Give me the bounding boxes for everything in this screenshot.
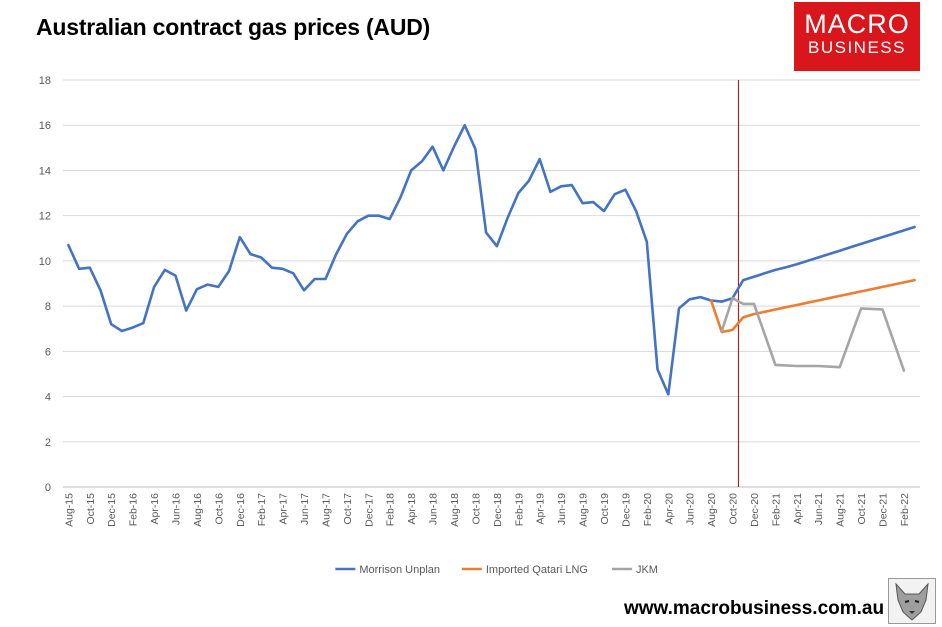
series-line-imported-qatari-lng	[709, 278, 916, 334]
series-line-morrison-unplan	[67, 123, 916, 396]
x-tick-label: Apr-21	[792, 493, 804, 525]
x-tick-label: Jun-20	[685, 493, 697, 525]
x-tick-label: Aug-20	[706, 493, 718, 527]
y-tick-label: 16	[39, 120, 51, 132]
y-tick-label: 2	[45, 437, 51, 449]
x-tick-label: Apr-18	[406, 493, 418, 525]
macrobusiness-logo: MACRO BUSINESS	[794, 2, 920, 71]
logo-line1: MACRO	[804, 9, 910, 39]
x-tick-label: Oct-18	[470, 493, 482, 525]
x-tick-label: Dec-21	[878, 493, 890, 527]
x-tick-label: Aug-18	[449, 493, 461, 527]
wolf-emblem-icon	[888, 578, 936, 624]
x-tick-label: Feb-22	[899, 493, 911, 526]
x-tick-label: Apr-17	[278, 493, 290, 525]
x-tick-label: Aug-21	[835, 493, 847, 527]
x-tick-label: Oct-16	[213, 493, 225, 525]
y-tick-label: 12	[39, 211, 51, 223]
x-tick-label: Apr-16	[149, 493, 161, 525]
logo-line2: BUSINESS	[808, 38, 906, 57]
y-tick-label: 10	[39, 256, 51, 268]
x-tick-label: Oct-21	[856, 493, 868, 525]
x-tick-label: Feb-18	[385, 493, 397, 526]
x-tick-label: Feb-17	[256, 493, 268, 526]
x-tick-label: Feb-16	[128, 493, 140, 526]
x-tick-label: Jun-16	[170, 493, 182, 525]
y-tick-label: 6	[45, 346, 51, 358]
x-tick-label: Jun-17	[299, 493, 311, 525]
series-line-jkm	[720, 296, 906, 372]
x-tick-label: Dec-18	[492, 493, 504, 527]
x-tick-label: Aug-15	[63, 493, 75, 527]
y-tick-label: 4	[45, 392, 51, 404]
x-tick-label: Oct-15	[85, 493, 97, 525]
x-tick-label: Aug-17	[320, 493, 332, 527]
y-tick-label: 8	[45, 301, 51, 313]
x-tick-label: Oct-19	[599, 493, 611, 525]
y-tick-label: 0	[45, 482, 51, 494]
x-tick-label: Feb-21	[770, 493, 782, 526]
chart-title: Australian contract gas prices (AUD)	[36, 14, 431, 40]
x-tick-label: Jun-18	[428, 493, 440, 525]
x-tick-label: Oct-20	[728, 493, 740, 525]
y-tick-label: 14	[39, 165, 51, 177]
y-tick-label: 18	[39, 75, 51, 87]
x-tick-label: Aug-16	[192, 493, 204, 527]
legend-label: Morrison Unplan	[359, 564, 440, 576]
x-tick-label: Oct-17	[342, 493, 354, 525]
x-tick-label: Dec-20	[749, 493, 761, 527]
x-tick-label: Apr-19	[535, 493, 547, 525]
x-tick-label: Aug-19	[578, 493, 590, 527]
x-tick-label: Dec-15	[106, 493, 118, 527]
x-tick-label: Jun-21	[813, 493, 825, 525]
x-tick-label: Dec-19	[620, 493, 632, 527]
x-tick-label: Feb-20	[642, 493, 654, 526]
x-tick-label: Dec-16	[235, 493, 247, 527]
legend-label: JKM	[636, 564, 658, 576]
x-tick-label: Apr-20	[663, 493, 675, 525]
legend-label: Imported Qatari LNG	[486, 564, 588, 576]
x-tick-label: Feb-19	[513, 493, 525, 526]
x-tick-label: Dec-17	[363, 493, 375, 527]
footer-url: www.macrobusiness.com.au	[624, 598, 885, 619]
x-tick-label: Jun-19	[556, 493, 568, 525]
